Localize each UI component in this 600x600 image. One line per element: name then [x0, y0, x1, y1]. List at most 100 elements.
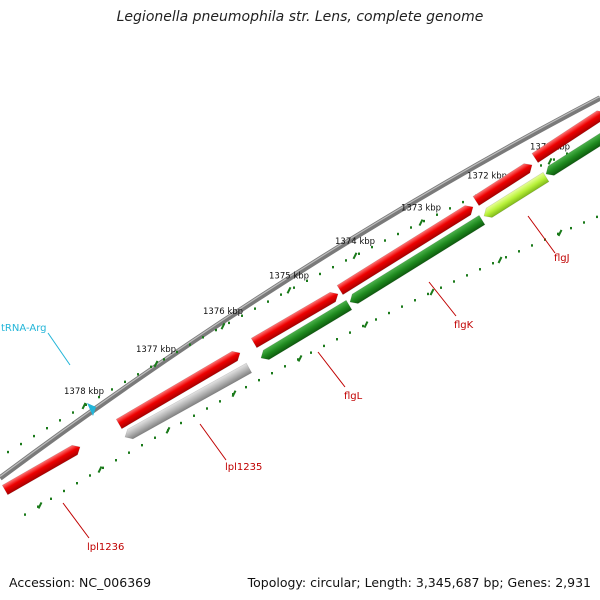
ruler-dot [319, 272, 321, 276]
ruler-dot-inner [570, 226, 572, 230]
ruler-dot-inner [154, 436, 156, 439]
ruler-dot [449, 207, 451, 210]
ruler-inner-major-tick [165, 426, 171, 434]
ruler-dot-inner [375, 318, 377, 321]
ruler-dot [566, 152, 568, 155]
ruler-inner-major-tick [37, 502, 43, 509]
genome-backbone [0, 95, 600, 481]
ruler-dot [72, 411, 74, 414]
ruler-dot-inner [50, 497, 52, 500]
ruler-major-tick [153, 360, 159, 368]
ruler-dot [150, 365, 152, 369]
ruler-dot-inner [401, 305, 403, 308]
feature-label-lpl1235[interactable]: lpl1235 [225, 462, 262, 473]
ruler-dot-inner [336, 338, 338, 341]
leader-line-tRNA-Arg [47, 332, 71, 366]
ruler-tick-label: 1374 kbp [335, 237, 375, 247]
ruler-dot-inner [453, 280, 455, 283]
ruler-inner-major-tick [429, 288, 435, 296]
ruler-dot [202, 336, 204, 339]
ruler-inner-major-tick [557, 229, 563, 237]
ruler-dot [540, 164, 542, 167]
ruler-dot-inner [427, 292, 429, 296]
ruler-dot [410, 226, 412, 229]
ruler-dot [345, 259, 347, 262]
ruler-dot-inner [388, 311, 390, 315]
ruler-dot-inner [596, 215, 598, 219]
leader-line-lpl1236 [62, 502, 90, 539]
map-title: Legionella pneumophila str. Lens, comple… [116, 9, 484, 25]
gene-flgL-arrow[interactable] [258, 299, 353, 362]
leader-line-lpl1235 [199, 423, 227, 461]
ruler-dot [163, 358, 165, 361]
ruler-dot-inner [323, 344, 325, 348]
ruler-dot [280, 293, 282, 296]
ruler-inner-major-tick [497, 256, 503, 264]
ruler-dot-inner [24, 513, 26, 516]
ruler-dot [46, 426, 48, 430]
ruler-dot [293, 286, 295, 289]
ruler-dot-inner [466, 274, 468, 277]
ruler-dot-inner [297, 358, 299, 361]
ruler-tick-label: 1372 kbp [467, 172, 507, 182]
gene-reverse-arrow[interactable] [543, 130, 600, 178]
feature-label-flgJ[interactable]: flgJ [554, 253, 570, 264]
gene-flgJ-arrow[interactable] [481, 171, 550, 220]
ruler-dot-inner [37, 505, 39, 508]
ruler-dot-inner [583, 221, 585, 224]
ruler-dot-inner [63, 489, 65, 493]
feature-label-tRNA-Arg[interactable]: tRNA-Arg [1, 323, 46, 334]
leader-line-flgL [317, 351, 346, 388]
gene-forward-arrow[interactable] [250, 289, 341, 349]
ruler-dot [7, 450, 9, 454]
trna-arg-marker[interactable] [87, 403, 96, 416]
ruler-dot-inner [102, 466, 104, 470]
gene-forward-arrow[interactable] [531, 107, 600, 164]
ruler-dot-inner [531, 244, 533, 247]
ruler-dot-inner [76, 482, 78, 485]
ruler-dot [371, 245, 373, 249]
ruler-inner-major-tick [97, 466, 103, 474]
ruler-major-tick [418, 219, 424, 227]
gene-flgK-arrow[interactable] [347, 214, 486, 306]
feature-label-flgL[interactable]: flgL [344, 391, 363, 402]
ruler-dot-inner [219, 400, 221, 403]
ruler-dot-inner [115, 459, 117, 462]
ruler-major-tick [286, 286, 292, 294]
ruler-dot-inner [310, 351, 312, 354]
ruler-dot [462, 200, 464, 204]
gene-lpl1236-arrow[interactable] [1, 442, 82, 496]
ruler-tick-label: 1378 kbp [64, 387, 104, 397]
ruler-dot [228, 321, 230, 325]
accession-text: Accession: NC_006369 [9, 575, 152, 590]
ruler-dot [98, 395, 100, 399]
ruler-dot [267, 300, 269, 303]
ruler-dot-inner [414, 299, 416, 302]
ruler-dot-inner [193, 414, 195, 417]
feature-label-lpl1236[interactable]: lpl1236 [87, 542, 124, 553]
gene-forward-arrow[interactable] [115, 348, 243, 430]
ruler-dot-inner [89, 474, 91, 477]
ruler-tick-label: 1377 kbp [136, 345, 176, 355]
ruler-major-tick [352, 252, 358, 260]
ruler-dot-inner [284, 365, 286, 368]
gene-forward-arrow[interactable] [336, 202, 476, 296]
ruler-dot [553, 158, 555, 161]
ruler-dot [137, 373, 139, 376]
genome-summary-text: Topology: circular; Length: 3,345,687 bp… [247, 575, 591, 590]
ruler-dot-inner [128, 451, 130, 454]
ruler-major-tick [547, 157, 553, 165]
ruler-inner-major-tick [297, 354, 303, 362]
gene-lpl1235-arrow[interactable] [122, 362, 253, 442]
ruler-dot [358, 252, 360, 255]
ruler-dot [436, 213, 438, 216]
ruler-dot-inner [557, 232, 559, 236]
ruler-tick-label: 1375 kbp [269, 271, 309, 281]
genome-backbone-highlight [0, 95, 600, 477]
ruler-dot-inner [206, 407, 208, 410]
ruler-dot [423, 219, 425, 223]
ruler-dot-inner [271, 371, 273, 375]
feature-label-flgK[interactable]: flgK [454, 320, 474, 331]
gene-forward-arrow[interactable] [472, 160, 535, 207]
